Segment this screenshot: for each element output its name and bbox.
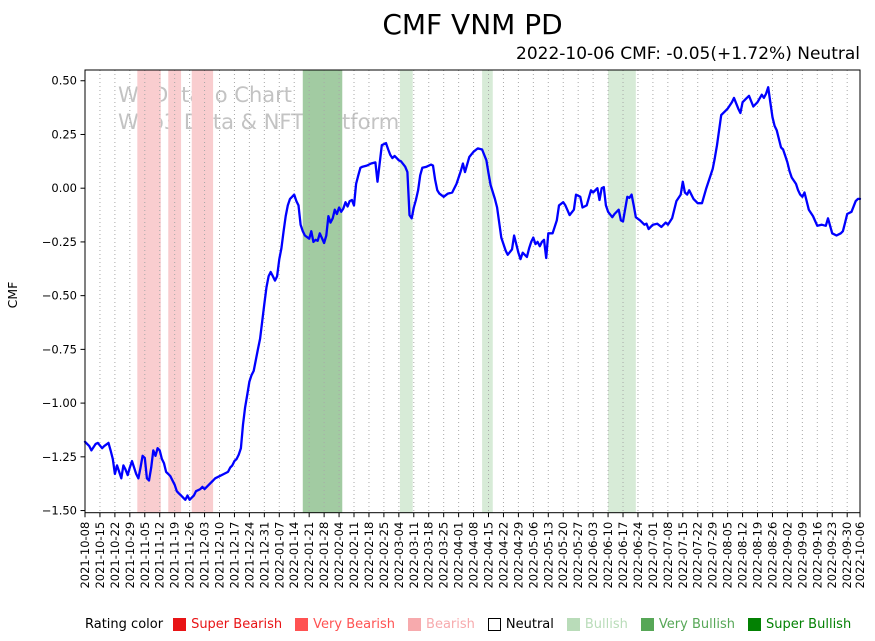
legend-item-super-bearish: Super Bearish (173, 617, 282, 632)
y-tick-label: 0.00 (51, 181, 77, 195)
x-tick-label: 2022-06-03 (586, 522, 600, 589)
x-tick-label: 2022-01-14 (287, 522, 301, 589)
x-tick-label: 2022-02-04 (332, 522, 346, 589)
x-tick-label: 2022-01-28 (317, 522, 331, 589)
x-tick-label: 2022-02-18 (362, 522, 376, 589)
x-tick-label: 2022-10-06 (853, 522, 867, 589)
legend-item-label: Bearish (426, 617, 475, 632)
legend-swatch-icon (173, 618, 187, 631)
x-tick-label: 2022-09-30 (840, 522, 854, 589)
legend-swatch-icon (640, 618, 654, 631)
x-tick-label: 2021-11-19 (168, 522, 182, 589)
x-tick-label: 2022-08-05 (721, 522, 735, 589)
x-tick-label: 2021-12-31 (257, 522, 271, 589)
x-tick-label: 2021-10-29 (123, 522, 137, 589)
cmf-series-line (83, 86, 862, 501)
x-tick-label: 2022-08-19 (751, 522, 765, 589)
legend-item-label: Super Bullish (765, 617, 852, 632)
y-tick-label: −0.75 (42, 342, 77, 356)
x-tick-label: 2021-10-15 (93, 522, 107, 589)
x-tick-label: 2022-05-06 (526, 522, 540, 589)
x-tick-label: 2021-10-22 (108, 522, 122, 589)
y-tick-label: 0.25 (51, 127, 77, 141)
x-tick-label: 2022-03-25 (437, 522, 451, 589)
rating-band-bearish (137, 70, 161, 513)
x-tick-label: 2022-03-11 (407, 522, 421, 589)
x-tick-label: 2021-12-10 (213, 522, 227, 589)
x-tick-label: 2021-10-08 (78, 522, 92, 589)
legend-item-label: Very Bearish (313, 617, 396, 632)
rating-band-bullish (482, 70, 493, 513)
y-tick-label: −1.00 (42, 396, 77, 410)
legend-title: Rating color (85, 617, 164, 632)
x-tick-label: 2022-05-20 (556, 522, 570, 589)
y-tick-label: 0.50 (51, 74, 77, 88)
x-tick-label: 2022-06-17 (616, 522, 630, 589)
legend-swatch-icon (487, 618, 501, 631)
legend-item-label: Bullish (584, 617, 628, 632)
x-tick-label: 2022-04-08 (467, 522, 481, 589)
legend-swatch-icon (295, 618, 309, 631)
y-tick-label: −1.25 (42, 450, 77, 464)
rating-band-bullish (608, 70, 636, 513)
x-tick-label: 2022-04-15 (482, 522, 496, 589)
x-tick-label: 2022-07-29 (706, 522, 720, 589)
x-tick-label: 2022-06-10 (601, 522, 615, 589)
x-tick-label: 2021-11-12 (153, 522, 167, 589)
y-tick-label: −1.50 (42, 504, 77, 518)
x-tick-label: 2022-01-21 (302, 522, 316, 589)
x-tick-label: 2021-12-03 (198, 522, 212, 589)
x-tick-label: 2022-09-16 (810, 522, 824, 589)
y-tick-label: −0.25 (42, 235, 77, 249)
x-tick-label: 2021-12-17 (227, 522, 241, 589)
rating-band-bearish (168, 70, 182, 513)
legend-item-neutral: Neutral (487, 617, 554, 632)
legend-swatch-icon (747, 618, 761, 631)
rating-color-legend: Rating color Super Bearish Very Bearish Be… (85, 617, 864, 632)
chart-title: CMF VNM PD (382, 8, 563, 41)
x-tick-label: 2022-02-25 (377, 522, 391, 589)
legend-item-label: Very Bullish (658, 617, 735, 632)
x-tick-label: 2022-04-22 (496, 522, 510, 589)
x-tick-label: 2022-03-04 (392, 522, 406, 589)
x-tick-label: 2022-07-08 (661, 522, 675, 589)
x-tick-label: 2022-06-24 (631, 522, 645, 589)
x-tick-label: 2022-04-01 (452, 522, 466, 589)
x-tick-label: 2022-02-11 (347, 522, 361, 589)
legend-item-label: Super Bearish (191, 617, 283, 632)
x-tick-label: 2022-05-27 (571, 522, 585, 589)
legend-item-bearish: Bearish (408, 617, 475, 632)
chart-subtitle: 2022-10-06 CMF: -0.05(+1.72%) Neutral (516, 44, 860, 64)
x-tick-label: 2022-08-12 (736, 522, 750, 589)
legend-item-very-bullish: Very Bullish (640, 617, 735, 632)
x-tick-label: 2021-11-05 (138, 522, 152, 589)
x-tick-label: 2022-07-22 (691, 522, 705, 589)
rating-band-bearish (191, 70, 214, 513)
y-axis-label: CMF (5, 282, 20, 309)
x-tick-label: 2022-03-18 (422, 522, 436, 589)
x-tick-label: 2022-09-23 (825, 522, 839, 589)
legend-item-bullish: Bullish (566, 617, 628, 632)
x-tick-label: 2022-04-29 (511, 522, 525, 589)
x-tick-label: 2021-11-26 (183, 522, 197, 589)
legend-item-label: Neutral (505, 617, 554, 632)
legend-item-super-bullish: Super Bullish (747, 617, 852, 632)
x-tick-label: 2022-05-13 (541, 522, 555, 589)
x-tick-label: 2022-08-26 (765, 522, 779, 589)
x-tick-label: 2022-09-02 (780, 522, 794, 589)
x-tick-label: 2021-12-24 (242, 522, 256, 589)
x-tick-label: 2022-01-07 (272, 522, 286, 589)
rating-band-bullish (399, 70, 413, 513)
legend-swatch-icon (408, 618, 422, 631)
x-tick-label: 2022-09-09 (795, 522, 809, 589)
x-tick-label: 2022-07-15 (676, 522, 690, 589)
legend-swatch-icon (566, 618, 580, 631)
y-tick-label: −0.50 (42, 289, 77, 303)
legend-item-very-bearish: Very Bearish (295, 617, 395, 632)
x-tick-label: 2022-07-01 (646, 522, 660, 589)
plot-border (84, 69, 861, 514)
